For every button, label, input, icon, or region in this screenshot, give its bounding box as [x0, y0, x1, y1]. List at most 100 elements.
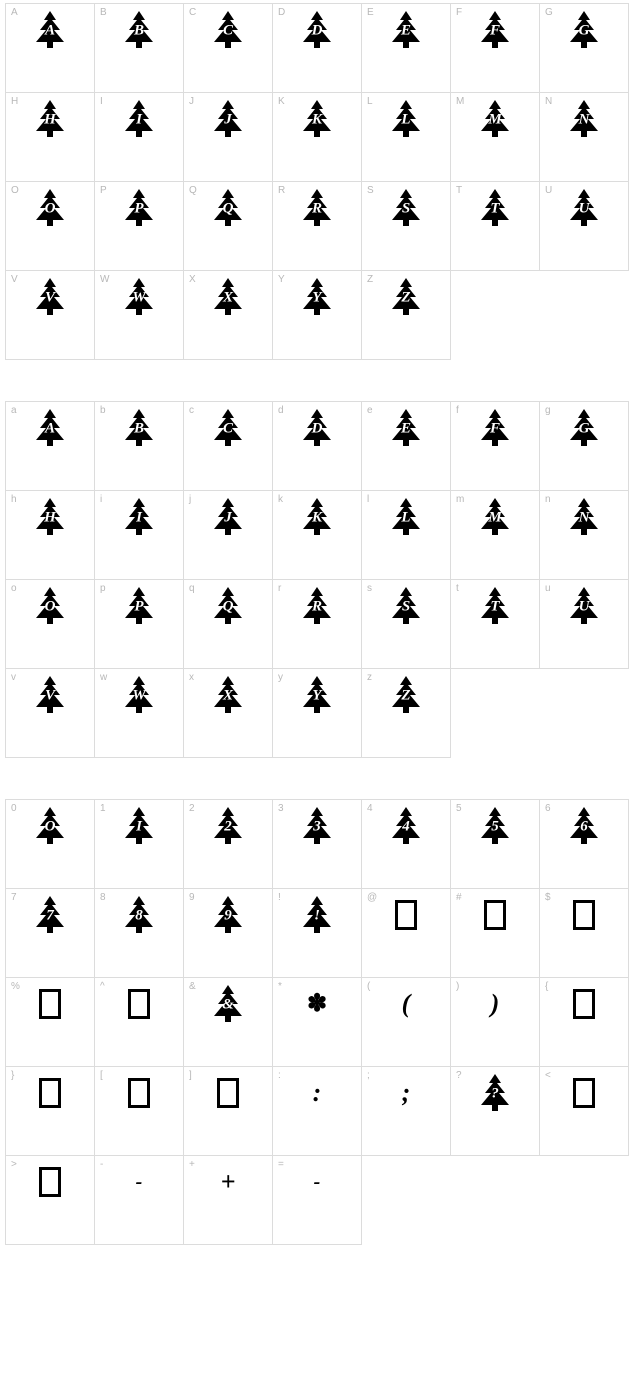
glyph-wrap: T [451, 188, 539, 232]
glyph-cell: ?? [450, 1066, 540, 1156]
glyph-wrap: U [540, 188, 628, 232]
tree-letter: H [44, 510, 56, 525]
glyph-wrap [6, 1073, 94, 1117]
section-numbers-symbols: 0O1I2233445566778899!!@#$%^&&*✽(()){}[]:… [6, 800, 634, 1245]
tree-glyph: D [295, 408, 339, 448]
glyph-cell: )) [450, 977, 540, 1067]
glyph-cell: hH [5, 490, 95, 580]
tree-glyph: ? [473, 1073, 517, 1113]
missing-glyph [117, 984, 161, 1024]
glyph-cell: aA [5, 401, 95, 491]
glyph-wrap: C [184, 10, 272, 54]
glyph-cell: tT [450, 579, 540, 669]
tree-letter: E [401, 23, 411, 38]
tree-glyph: N [562, 497, 606, 537]
missing-box-icon [573, 900, 595, 930]
glyph-wrap: N [540, 497, 628, 541]
glyph-wrap [6, 984, 94, 1028]
glyph-cell: 66 [539, 799, 629, 889]
tree-letter: & [222, 997, 234, 1012]
tree-glyph: G [562, 10, 606, 50]
tree-glyph: L [384, 99, 428, 139]
tree-glyph: X [206, 675, 250, 715]
glyph-cell: TT [450, 181, 540, 271]
tree-letter: L [401, 510, 410, 525]
tree-glyph: H [28, 99, 72, 139]
plain-char: ) [491, 991, 500, 1017]
glyph-wrap: K [273, 497, 361, 541]
glyph-wrap: O [6, 188, 94, 232]
tree-glyph: Q [206, 586, 250, 626]
tree-letter: 6 [580, 819, 588, 834]
tree-letter: ? [491, 1086, 499, 1101]
plain-glyph: + [206, 1162, 250, 1202]
tree-letter: T [490, 201, 499, 216]
glyph-cell: PP [94, 181, 184, 271]
glyph-wrap: P [95, 586, 183, 630]
empty-cell [450, 1155, 540, 1245]
tree-letter: V [45, 290, 55, 305]
section-uppercase: AABBCCDDEEFFGGHHIIJJKKLLMMNNOOPPQQRRSSTT… [6, 4, 634, 360]
glyph-wrap: 7 [6, 895, 94, 939]
glyph-cell: nN [539, 490, 629, 580]
glyph-cell: bB [94, 401, 184, 491]
glyph-cell: # [450, 888, 540, 978]
tree-glyph: H [28, 497, 72, 537]
glyph-wrap [362, 895, 450, 939]
tree-letter: I [136, 819, 142, 834]
tree-glyph: O [28, 586, 72, 626]
glyph-wrap: O [6, 806, 94, 850]
tree-letter: ! [314, 908, 320, 923]
glyph-wrap: X [184, 675, 272, 719]
glyph-cell: GG [539, 3, 629, 93]
missing-box-icon [39, 1078, 61, 1108]
tree-glyph: 4 [384, 806, 428, 846]
tree-glyph: J [206, 497, 250, 537]
tree-letter: W [132, 290, 145, 305]
tree-glyph: F [473, 10, 517, 50]
glyph-cell: RR [272, 181, 362, 271]
glyph-cell: 99 [183, 888, 273, 978]
tree-letter: 7 [46, 908, 54, 923]
glyph-wrap: 2 [184, 806, 272, 850]
tree-glyph: 3 [295, 806, 339, 846]
tree-letter: Q [223, 599, 234, 614]
tree-letter: O [45, 819, 56, 834]
glyph-cell: WW [94, 270, 184, 360]
empty-cell [450, 668, 540, 758]
tree-letter: I [136, 510, 142, 525]
glyph-cell: JJ [183, 92, 273, 182]
star-icon: ✽ [307, 992, 327, 1016]
glyph-wrap: S [362, 586, 450, 630]
glyph-cell: oO [5, 579, 95, 669]
glyph-cell: } [5, 1066, 95, 1156]
missing-box-icon [573, 1078, 595, 1108]
glyph-wrap [540, 1073, 628, 1117]
tree-letter: X [223, 290, 233, 305]
glyph-wrap: G [540, 408, 628, 452]
tree-letter: M [488, 112, 501, 127]
glyph-cell: wW [94, 668, 184, 758]
tree-glyph: 5 [473, 806, 517, 846]
plain-glyph: - [117, 1162, 161, 1202]
glyph-wrap: H [6, 497, 94, 541]
glyph-wrap: F [451, 408, 539, 452]
tree-glyph: S [384, 586, 428, 626]
tree-glyph: 9 [206, 895, 250, 935]
glyph-wrap: ! [273, 895, 361, 939]
tree-letter: 2 [224, 819, 232, 834]
glyph-cell: NN [539, 92, 629, 182]
glyph-cell: MM [450, 92, 540, 182]
glyph-wrap: : [273, 1073, 361, 1117]
glyph-cell: gG [539, 401, 629, 491]
tree-letter: C [223, 421, 233, 436]
tree-letter: R [312, 201, 322, 216]
tree-glyph: ! [295, 895, 339, 935]
glyph-wrap [95, 984, 183, 1028]
glyph-wrap: G [540, 10, 628, 54]
glyph-wrap: A [6, 408, 94, 452]
tree-glyph: Y [295, 675, 339, 715]
tree-letter: O [45, 201, 56, 216]
tree-glyph: O [28, 188, 72, 228]
tree-glyph: U [562, 586, 606, 626]
